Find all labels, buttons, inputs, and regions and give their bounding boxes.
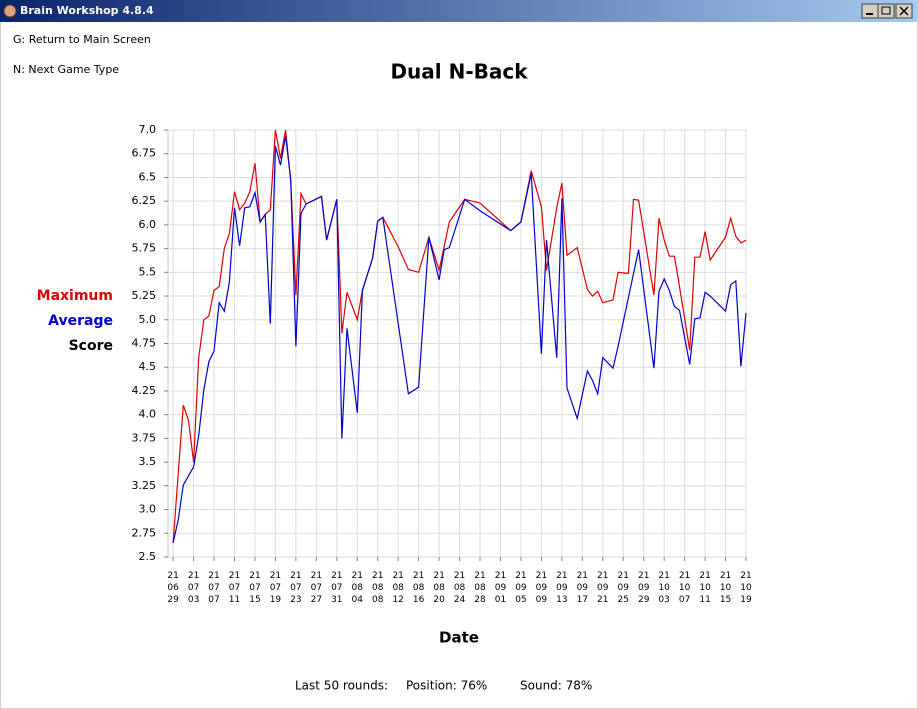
- series-line: [172, 129, 747, 543]
- x-tick-label: 21 09 01: [495, 571, 507, 605]
- sound-score: Sound: 78%: [520, 679, 592, 693]
- x-tick-label: 21 07 15: [249, 571, 260, 605]
- x-tick-label: 21 09 13: [556, 571, 568, 605]
- y-tick-label: 3.75: [132, 431, 157, 444]
- y-tick-label: 4.5: [139, 360, 157, 373]
- y-tick-label: 5.25: [132, 289, 157, 302]
- y-tick-label: 4.0: [139, 408, 157, 421]
- x-tick-label: 21 09 29: [638, 571, 650, 605]
- y-tick-label: 4.75: [132, 337, 157, 350]
- y-tick-label: 5.0: [139, 313, 157, 326]
- app-icon: [3, 4, 17, 18]
- chart-title: Dual N-Back: [390, 60, 528, 84]
- y-tick-label: 6.0: [139, 218, 157, 231]
- y-tick-label: 6.25: [132, 194, 157, 207]
- y-tick-label: 3.5: [139, 455, 157, 468]
- x-tick-label: 21 07 19: [270, 571, 282, 605]
- x-tick-label: 21 08 28: [474, 571, 486, 605]
- x-tick-label: 21 08 08: [372, 571, 384, 605]
- x-tick-label: 21 08 04: [352, 571, 364, 605]
- y-axis-label: Score: [69, 338, 113, 354]
- x-tick-label: 21 10 11: [699, 571, 711, 605]
- x-tick-label: 21 10 03: [658, 571, 670, 605]
- legend-entry: Average: [48, 313, 113, 329]
- plot: 2.5 2.75 3.0 3.25 3.5 3.75 4.0 4.25 4.5 4.75 5.0 5.…: [132, 123, 752, 605]
- maximize-button[interactable]: [877, 3, 895, 19]
- y-tick-label: 5.75: [132, 242, 157, 255]
- y-tick-label: 7.0: [139, 123, 157, 136]
- y-tick-label: 2.5: [139, 550, 157, 563]
- x-tick-label: 21 09 05: [515, 571, 527, 605]
- x-tick-label: 21 09 17: [577, 571, 589, 605]
- x-tick-label: 21 07 27: [311, 571, 322, 605]
- x-tick-label: 21 10 19: [740, 571, 752, 605]
- x-tick-label: 21 10 15: [720, 571, 732, 605]
- x-tick-label: 21 09 25: [618, 571, 630, 605]
- x-tick-label: 21 08 20: [433, 571, 445, 605]
- x-tick-label: 21 09 21: [597, 571, 609, 605]
- title-bar: [0, 0, 918, 22]
- x-tick-label: 21 07 03: [188, 571, 199, 605]
- y-tick-label: 3.25: [132, 479, 157, 492]
- series-line: [172, 135, 747, 543]
- stats-label: Last 50 rounds:: [295, 679, 388, 693]
- y-tick-label: 6.75: [132, 147, 157, 160]
- x-tick-label: 21 07 07: [208, 571, 219, 605]
- minimize-button[interactable]: [861, 3, 879, 19]
- x-tick-label: 21 08 16: [413, 571, 425, 605]
- hint: G: Return to Main Screen: [13, 33, 151, 46]
- x-tick-label: 21 09 09: [536, 571, 548, 605]
- y-tick-label: 2.75: [132, 526, 157, 539]
- x-tick-label: 21 07 11: [229, 571, 240, 605]
- x-axis-label: Date: [439, 629, 479, 647]
- hint: N: Next Game Type: [13, 63, 119, 76]
- x-tick-label: 21 08 12: [392, 571, 404, 605]
- x-tick-label: 21 07 31: [331, 571, 342, 605]
- close-button[interactable]: [895, 3, 913, 19]
- window-title: Brain Workshop 4.8.4: [20, 4, 154, 17]
- x-tick-label: 21 06 29: [167, 571, 179, 605]
- x-tick-label: 21 08 24: [454, 571, 466, 605]
- x-tick-label: 21 10 07: [679, 571, 691, 605]
- x-tick-label: 21 07 23: [290, 571, 301, 605]
- y-tick-label: 4.25: [132, 384, 157, 397]
- y-tick-label: 3.0: [139, 503, 157, 516]
- y-tick-label: 6.5: [139, 170, 157, 183]
- y-tick-label: 5.5: [139, 265, 157, 278]
- position-score: Position: 76%: [406, 679, 487, 693]
- legend-entry: Maximum: [37, 288, 113, 304]
